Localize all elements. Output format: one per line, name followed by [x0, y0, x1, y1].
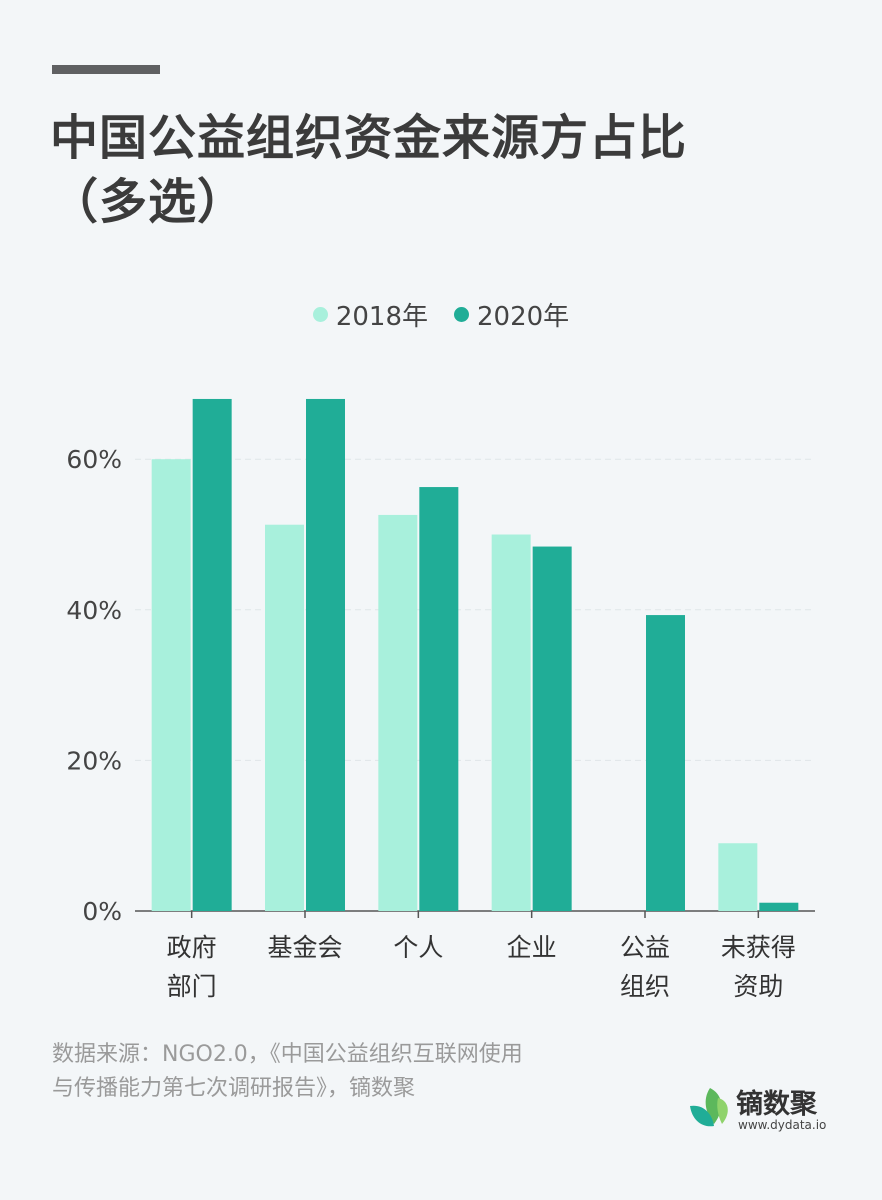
- chart-legend: 2018年 2020年: [0, 296, 882, 333]
- logo-url: www.dydata.io: [738, 1118, 827, 1132]
- source-line-1: 数据来源：NGO2.0，《中国公益组织互联网使用: [52, 1042, 523, 1067]
- y-tick-label: 40%: [66, 596, 122, 625]
- x-category-label: 公益: [620, 933, 670, 962]
- bar-2018年-5: [718, 843, 758, 911]
- bar-2020年-0: [192, 398, 232, 912]
- bar-2018年-2: [378, 514, 418, 911]
- brand-logo: 镝数聚 www.dydata.io: [688, 1082, 848, 1132]
- chart-title: 中国公益组织资金来源方占比 （多选）: [50, 106, 840, 234]
- x-category-label: 基金会: [267, 933, 342, 962]
- x-category-label: 资助: [733, 972, 783, 1001]
- bar-2020年-2: [419, 487, 459, 911]
- data-source-note: 数据来源：NGO2.0，《中国公益组织互联网使用 与传播能力第七次调研报告》，镝…: [52, 1038, 652, 1106]
- legend-label-2020: 2020年: [477, 302, 570, 332]
- legend-label-2018: 2018年: [335, 302, 428, 332]
- bar-2020年-5: [759, 902, 799, 911]
- logo-name: 镝数聚: [736, 1089, 817, 1120]
- chart-title-line-2: （多选）: [50, 174, 247, 230]
- y-tick-label: 60%: [66, 445, 122, 474]
- bar-2018年-3: [491, 534, 531, 911]
- y-tick-label: 0%: [82, 897, 122, 926]
- x-category-label: 未获得: [721, 933, 796, 962]
- legend-item-2018: 2018年: [312, 296, 428, 333]
- legend-dot-2018: [312, 307, 328, 322]
- chart-title-line-1: 中国公益组织资金来源方占比: [50, 110, 688, 166]
- bar-2020年-1: [306, 398, 345, 912]
- source-line-2: 与传播能力第七次调研报告》，镝数聚: [52, 1076, 416, 1101]
- bar-2018年-0: [151, 459, 191, 911]
- x-category-label: 组织: [620, 972, 670, 1001]
- leaf-logo-icon: [690, 1088, 728, 1127]
- bar-2018年-1: [265, 524, 304, 911]
- x-category-label: 企业: [507, 933, 557, 962]
- bar-2020年-3: [532, 546, 572, 911]
- title-accent-bar: [52, 65, 160, 74]
- legend-dot-2020: [454, 307, 469, 322]
- x-category-label: 部门: [167, 972, 217, 1001]
- bar-2020年-4: [646, 615, 685, 911]
- x-category-label: 个人: [393, 933, 443, 962]
- y-tick-label: 20%: [66, 746, 122, 775]
- legend-item-2020: 2020年: [454, 296, 569, 333]
- x-category-label: 政府: [167, 933, 217, 962]
